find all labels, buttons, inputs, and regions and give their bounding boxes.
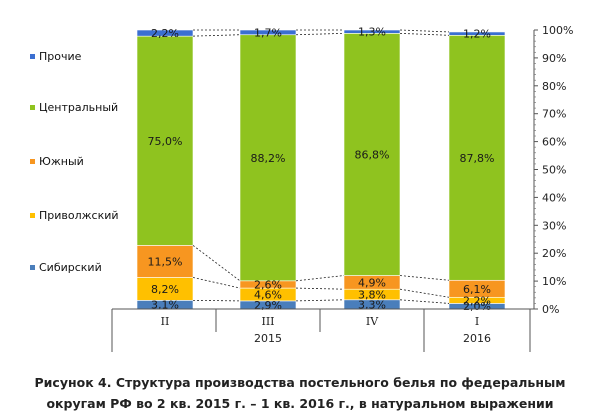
legend-swatch (30, 104, 35, 110)
caption-line-1: Рисунок 4. Структура производства постел… (34, 375, 566, 390)
series-line (192, 277, 241, 289)
data-label: 1,3% (358, 26, 386, 39)
data-label: 3,1% (151, 299, 179, 312)
legend-item: Приволжский (30, 209, 119, 222)
bar-segment (448, 31, 506, 36)
legend-swatch (30, 264, 35, 270)
bar-segment (343, 29, 401, 34)
legend-label: Центральный (39, 101, 119, 114)
bar-segment (239, 34, 297, 282)
series-line (192, 34, 241, 37)
y-tick-label: 30% (542, 219, 566, 232)
data-label: 4,9% (358, 276, 386, 289)
legend-item: Центральный (30, 101, 118, 114)
y-tick-label: 0% (542, 303, 559, 316)
data-label: 6,1% (463, 283, 491, 296)
x-tick-label: IV (366, 315, 379, 328)
series-line (192, 299, 241, 302)
x-tick-label: III (261, 315, 274, 328)
data-label: 1,2% (463, 28, 491, 41)
legend-label: Приволжский (39, 209, 119, 222)
series-line (192, 245, 241, 282)
legend-swatch (30, 212, 35, 218)
bar-segment (239, 29, 297, 36)
bar-segment (136, 35, 194, 246)
figure-caption: Рисунок 4. Структура производства постел… (0, 372, 600, 414)
series-line (295, 287, 345, 290)
bar-segment (136, 245, 194, 278)
data-label: 4,6% (254, 288, 282, 301)
x-group-label: 2016 (463, 332, 491, 345)
data-label: 88,2% (251, 152, 286, 165)
data-label: 2,2% (151, 27, 179, 40)
series-line (399, 32, 450, 36)
series-line (295, 32, 345, 36)
bar-segment (343, 33, 401, 276)
x-tick-label: II (161, 315, 170, 328)
legend-item: Сибирский (30, 261, 102, 274)
y-tick-label: 80% (542, 80, 566, 93)
data-label: 8,2% (151, 283, 179, 296)
data-label: 1,7% (254, 26, 282, 39)
y-tick-label: 100% (542, 24, 573, 37)
series-line (399, 288, 450, 298)
data-label: 2,6% (254, 278, 282, 291)
series-line (399, 299, 450, 304)
legend-swatch (30, 53, 35, 59)
series-line (399, 275, 450, 281)
series-line (295, 299, 345, 302)
bar-segment (136, 29, 194, 37)
data-label: 87,8% (460, 152, 495, 165)
y-tick-label: 50% (542, 164, 566, 177)
x-group-label: 2015 (254, 332, 282, 345)
y-tick-label: 70% (542, 108, 566, 121)
y-tick-label: 40% (542, 191, 566, 204)
y-tick-label: 90% (542, 52, 566, 65)
data-label: 75,0% (148, 135, 183, 148)
y-tick-label: 60% (542, 136, 566, 149)
data-label: 86,8% (355, 148, 390, 161)
x-tick-label: I (475, 315, 479, 328)
series-line (295, 275, 345, 282)
y-tick-label: 10% (542, 275, 566, 288)
y-tick-label: 20% (542, 247, 566, 260)
legend-label: Южный (39, 155, 84, 168)
data-label: 3,8% (358, 288, 386, 301)
legend-label: Прочие (39, 50, 82, 63)
legend-item: Прочие (30, 50, 81, 63)
legend-swatch (30, 158, 35, 164)
data-label: 2,0% (463, 300, 491, 313)
legend-item: Южный (30, 155, 84, 168)
series-line (399, 29, 450, 33)
data-label: 3,3% (358, 298, 386, 311)
data-label: 11,5% (148, 255, 183, 268)
caption-line-2: округам РФ во 2 кв. 2015 г. – 1 кв. 2016… (46, 396, 554, 411)
legend-label: Сибирский (39, 261, 102, 274)
data-label: 2,2% (463, 294, 491, 307)
